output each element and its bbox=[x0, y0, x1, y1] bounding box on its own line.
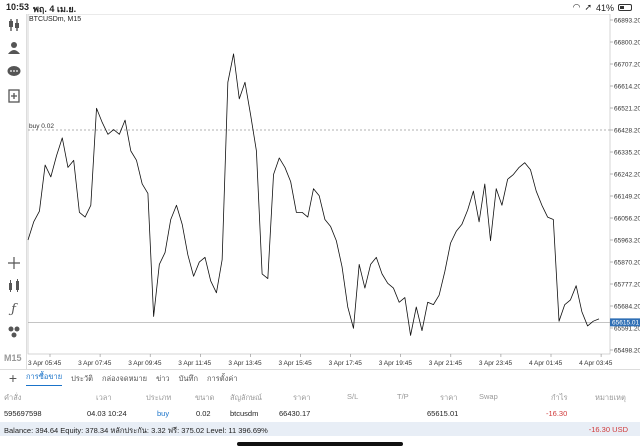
total-profit: -16.30 bbox=[588, 425, 610, 434]
y-tick-label: 66335.20 bbox=[614, 149, 640, 156]
crosshair-icon[interactable] bbox=[4, 254, 23, 271]
x-tick-label: 3 Apr 13:45 bbox=[228, 360, 262, 367]
price-chart[interactable]: 66893.20 66800.20 66707.20 66614.20 66521.20… bbox=[27, 14, 640, 369]
status-indicators: ◠ ➚ 41% bbox=[573, 2, 632, 13]
order-symbol: btcusdm bbox=[230, 409, 259, 418]
accounts-icon[interactable] bbox=[4, 39, 23, 56]
plot-frame bbox=[27, 14, 611, 355]
chart-symbol-label: BTCUSDm, M15 bbox=[29, 16, 82, 23]
status-time: 10:53 bbox=[6, 2, 30, 12]
tab-settings[interactable]: การตั้งค่า bbox=[207, 373, 238, 383]
battery-icon bbox=[618, 4, 632, 11]
order-open-price: 66430.17 bbox=[279, 409, 311, 418]
header-swap: Swap bbox=[479, 392, 498, 401]
current-price-tag-label: 65615.01 bbox=[612, 320, 639, 327]
indicators-icon[interactable] bbox=[4, 277, 23, 294]
add-button[interactable]: + bbox=[8, 370, 18, 386]
tab-trade[interactable]: การซื้อขาย bbox=[26, 371, 63, 386]
y-tick-label: 66614.20 bbox=[614, 83, 640, 90]
price-series-line bbox=[27, 53, 600, 336]
y-tick-label: 65777.20 bbox=[614, 281, 640, 288]
y-tick-label: 65684.20 bbox=[614, 303, 640, 310]
balance-row: Balance: 394.64 Equity: 378.34 หลักประกั… bbox=[0, 422, 640, 436]
battery-percent: 41% bbox=[595, 2, 614, 13]
order-type: buy bbox=[157, 409, 170, 418]
header-tp: T/P bbox=[397, 392, 409, 401]
y-tick-label: 66149.20 bbox=[614, 193, 640, 200]
chat-icon[interactable] bbox=[4, 63, 23, 80]
new-order-icon[interactable] bbox=[4, 87, 23, 104]
y-tick-label: 66893.20 bbox=[614, 17, 640, 24]
y-tick-label: 66707.20 bbox=[614, 61, 640, 68]
function-icon[interactable]: ƒ bbox=[11, 302, 16, 317]
y-tick-label: 66521.20 bbox=[614, 105, 640, 112]
x-tick-label: 3 Apr 19:45 bbox=[379, 360, 413, 367]
x-tick-label: 3 Apr 07:45 bbox=[78, 360, 112, 367]
home-indicator[interactable] bbox=[237, 442, 403, 446]
order-id: 595697598 bbox=[4, 409, 42, 418]
quotes-icon[interactable] bbox=[4, 16, 23, 33]
objects-icon[interactable] bbox=[4, 323, 23, 340]
location-icon: ➚ bbox=[584, 2, 592, 12]
y-tick-label: 65870.20 bbox=[614, 259, 640, 266]
tab-journal[interactable]: บันทึก bbox=[178, 373, 199, 383]
x-tick-label: 3 Apr 11:45 bbox=[178, 360, 211, 367]
y-tick-label: 65498.20 bbox=[614, 347, 640, 354]
order-profit: -16.30 bbox=[546, 409, 568, 418]
header-time: เวลา bbox=[96, 393, 112, 402]
positions-header: คำสั่ง เวลา ประเภท ขนาด สัญลักษณ์ ราคา S… bbox=[0, 390, 640, 403]
header-order: คำสั่ง bbox=[4, 393, 22, 402]
balance-summary: Balance: 394.64 Equity: 378.34 หลักประกั… bbox=[4, 426, 268, 435]
x-tick-label: 3 Apr 05:45 bbox=[28, 360, 62, 367]
left-toolbar: ƒ M15 bbox=[0, 14, 27, 369]
terminal-panel: + การซื้อขาย ประวัติ กล่องจดหมาย ข่าว บั… bbox=[0, 369, 640, 447]
order-current-price: 65615.01 bbox=[427, 409, 459, 418]
x-tick-label: 4 Apr 03:45 bbox=[579, 360, 613, 367]
order-size: 0.02 bbox=[196, 409, 211, 418]
wifi-icon: ◠ bbox=[572, 2, 581, 12]
chart-canvas[interactable]: 66893.20 66800.20 66707.20 66614.20 66521.20… bbox=[27, 14, 640, 369]
y-tick-label: 66056.20 bbox=[614, 215, 640, 222]
order-time: 04.03 10:24 bbox=[87, 409, 127, 418]
tab-mailbox[interactable]: กล่องจดหมาย bbox=[102, 373, 148, 383]
header-symbol: สัญลักษณ์ bbox=[230, 393, 263, 402]
terminal-tabs: + การซื้อขาย ประวัติ กล่องจดหมาย ข่าว บั… bbox=[0, 370, 640, 387]
y-tick-label: 66800.20 bbox=[614, 39, 640, 46]
header-price: ราคา bbox=[293, 393, 311, 402]
x-tick-label: 3 Apr 23:45 bbox=[479, 360, 513, 367]
x-tick-label: 3 Apr 17:45 bbox=[329, 360, 363, 367]
status-date: พฤ. 4 เม.ย. bbox=[33, 4, 77, 14]
y-tick-label: 65591.20 bbox=[614, 325, 640, 332]
header-profit: กำไร bbox=[551, 393, 568, 402]
current-price-tag bbox=[610, 318, 640, 327]
tab-history[interactable]: ประวัติ bbox=[71, 373, 94, 383]
x-tick-label: 3 Apr 09:45 bbox=[128, 360, 162, 367]
header-size: ขนาด bbox=[195, 393, 215, 402]
header-comment: หมายเหตุ bbox=[595, 393, 626, 402]
header-current-price: ราคา bbox=[440, 393, 458, 402]
currency-unit: USD bbox=[612, 425, 628, 434]
battery-fill bbox=[620, 6, 625, 9]
position-row[interactable]: 595697598 04.03 10:24 buy 0.02 btcusdm 6… bbox=[0, 407, 640, 420]
y-tick-label: 66428.20 bbox=[614, 127, 640, 134]
x-tick-label: 4 Apr 01:45 bbox=[529, 360, 563, 367]
y-tick-label: 66242.20 bbox=[614, 171, 640, 178]
header-sl: S/L bbox=[347, 392, 359, 401]
order-level-label: buy 0.02 bbox=[29, 123, 54, 130]
timeframe-button[interactable]: M15 bbox=[4, 353, 22, 363]
status-bar: 10:53 พฤ. 4 เม.ย. ◠ ➚ 41% bbox=[0, 0, 640, 14]
tab-news[interactable]: ข่าว bbox=[156, 373, 170, 383]
x-tick-label: 3 Apr 21:45 bbox=[429, 360, 463, 367]
header-type: ประเภท bbox=[146, 393, 172, 402]
x-tick-label: 3 Apr 15:45 bbox=[279, 360, 313, 367]
y-tick-label: 65963.20 bbox=[614, 237, 640, 244]
